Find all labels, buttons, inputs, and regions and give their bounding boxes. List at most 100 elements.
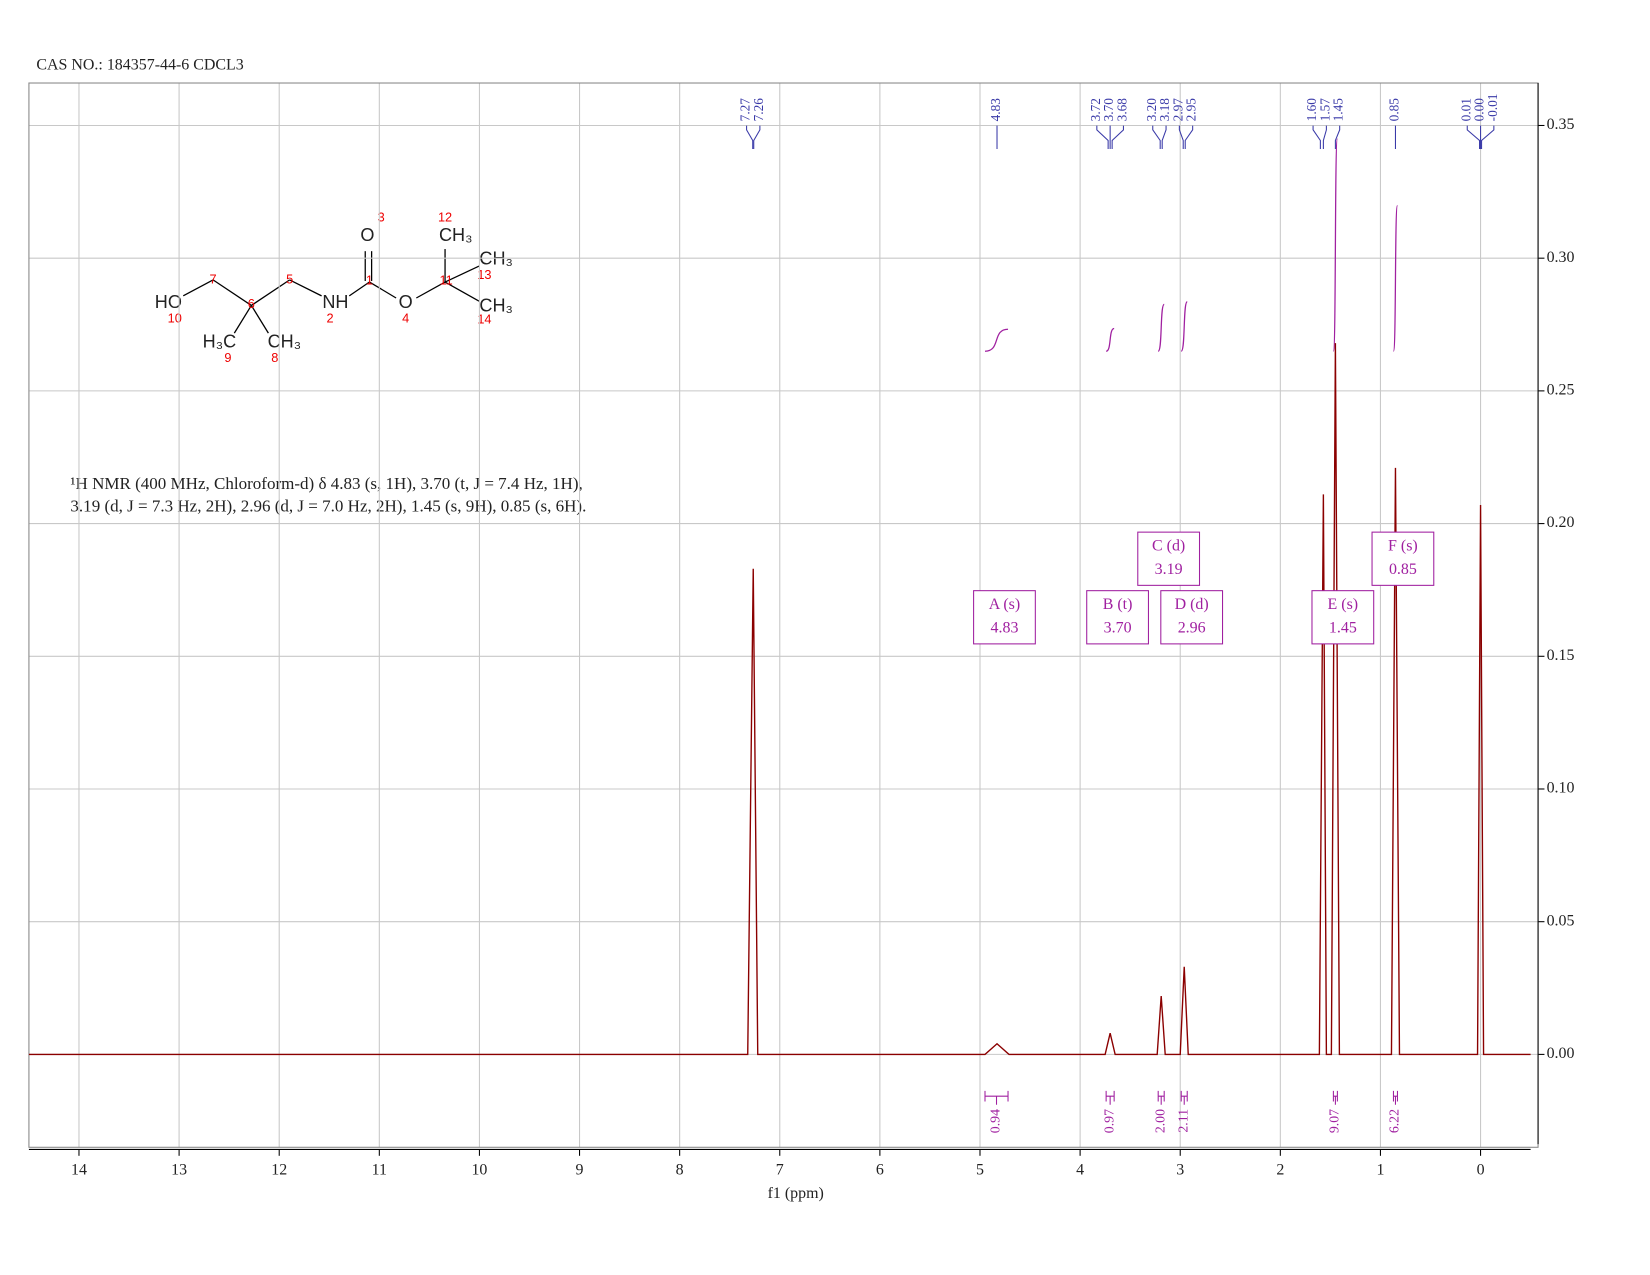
bond [250,305,269,334]
atom-number: 10 [168,311,182,326]
peak-label: -0.01 [1485,94,1500,122]
integral-bracket [1105,1090,1115,1105]
atom-number: 5 [286,271,293,286]
integral-bracket [1392,1090,1398,1105]
multiplet-label: A (s) [989,596,1020,613]
y-tick-label: 0.00 [1547,1045,1575,1062]
bond [369,281,397,299]
peak-label: 7.26 [751,98,766,122]
peak-label: 0.85 [1387,98,1402,122]
peak-label: 1.57 [1317,98,1332,122]
peak-connector [1111,125,1124,149]
multiplet-shift: 3.70 [1104,620,1132,637]
atom: HO [155,292,182,312]
bond [233,305,252,334]
multiplet-shift: 4.83 [991,620,1019,637]
y-tick-label: 0.05 [1547,912,1575,929]
peak-connector [1322,125,1327,149]
multiplet-label: D (d) [1175,596,1209,613]
atom: NH [322,292,348,312]
peak-connector [1312,125,1321,149]
integral-curve [1105,327,1115,352]
peak-connector [1096,125,1109,149]
bond [251,279,291,306]
integral-curve [984,328,1009,352]
multiplet-label: B (t) [1103,596,1133,613]
peak-label: 3.72 [1088,98,1103,121]
header: CAS NO.: 184357-44-6 CDCL3 [36,57,243,74]
peak-connector [1466,125,1481,149]
y-tick-label: 0.25 [1547,382,1575,399]
y-tick-label: 0.35 [1547,116,1575,133]
x-tick-label: 0 [1477,1161,1485,1178]
atom-number: 8 [271,350,278,365]
x-tick-label: 7 [776,1161,784,1178]
multiplet-shift: 0.85 [1389,561,1417,578]
peak-connector [753,125,761,149]
x-tick-label: 2 [1276,1161,1284,1178]
multiplet-shift: 3.19 [1155,561,1183,578]
bond [416,281,446,299]
atom-number: 7 [209,271,216,286]
bond [289,279,322,297]
integral-bracket [1180,1090,1188,1105]
x-tick-label: 9 [576,1161,584,1178]
atom: CH₃ [479,295,512,315]
x-tick-label: 14 [71,1161,87,1178]
atom: CH₃ [439,225,472,245]
integral-curve [1392,204,1399,352]
x-tick-label: 1 [1376,1161,1384,1178]
atom: O [360,225,374,245]
integral-bracket [1332,1090,1338,1105]
multiplet-box [1371,531,1435,586]
peak-label: 0.01 [1458,98,1473,121]
multiplet-box [1311,590,1375,645]
atom-number: 12 [438,210,452,225]
bond [182,279,214,297]
x-axis-label: f1 (ppm) [768,1185,824,1202]
multiplet-box [1160,590,1224,645]
x-tick-label: 11 [372,1161,387,1178]
x-tick-label: 4 [1076,1161,1084,1178]
x-tick-label: 3 [1176,1161,1184,1178]
description: ¹H NMR (400 MHz, Chloroform-d) δ 4.83 (s… [70,474,582,493]
atom-number: 2 [327,311,334,326]
x-tick-label: 10 [471,1161,487,1178]
atom-number: 4 [402,311,409,326]
peak-connector [1334,125,1341,149]
x-tick-label: 12 [271,1161,287,1178]
integral-label: 0.97 [1101,1109,1116,1133]
multiplet-shift: 2.96 [1178,620,1206,637]
peak-label: 2.97 [1170,98,1185,122]
y-tick-label: 0.15 [1547,647,1575,664]
integral-bracket [1157,1090,1165,1105]
integral-curve [1157,303,1165,352]
spectrum-line [28,343,1531,1056]
description: 3.19 (d, J = 7.3 Hz, 2H), 2.96 (d, J = 7… [70,497,586,516]
x-tick-label: 13 [171,1161,187,1178]
atom: H₃C [203,331,236,351]
peak-label: 4.83 [988,98,1003,122]
peak-connector [1152,125,1161,149]
integral-label: 0.94 [988,1109,1003,1133]
atom-number: 11 [439,272,452,287]
multiplet-label: C (d) [1152,538,1185,555]
peak-connector [1481,125,1495,149]
integral-bracket [984,1090,1009,1105]
y-tick-label: 0.20 [1547,514,1575,531]
bond [212,279,252,306]
atom: O [399,292,413,312]
peak-label: 7.27 [738,98,753,122]
peak-label: 0.00 [1472,98,1487,122]
y-tick-label: 0.30 [1547,249,1575,266]
x-tick-label: 5 [976,1161,984,1178]
y-tick-label: 0.10 [1547,780,1575,797]
multiplet-box [1086,590,1149,645]
integral-curve [1332,138,1339,352]
bond [444,281,480,302]
atom-number: 1 [366,272,373,287]
x-tick-label: 6 [876,1161,884,1178]
